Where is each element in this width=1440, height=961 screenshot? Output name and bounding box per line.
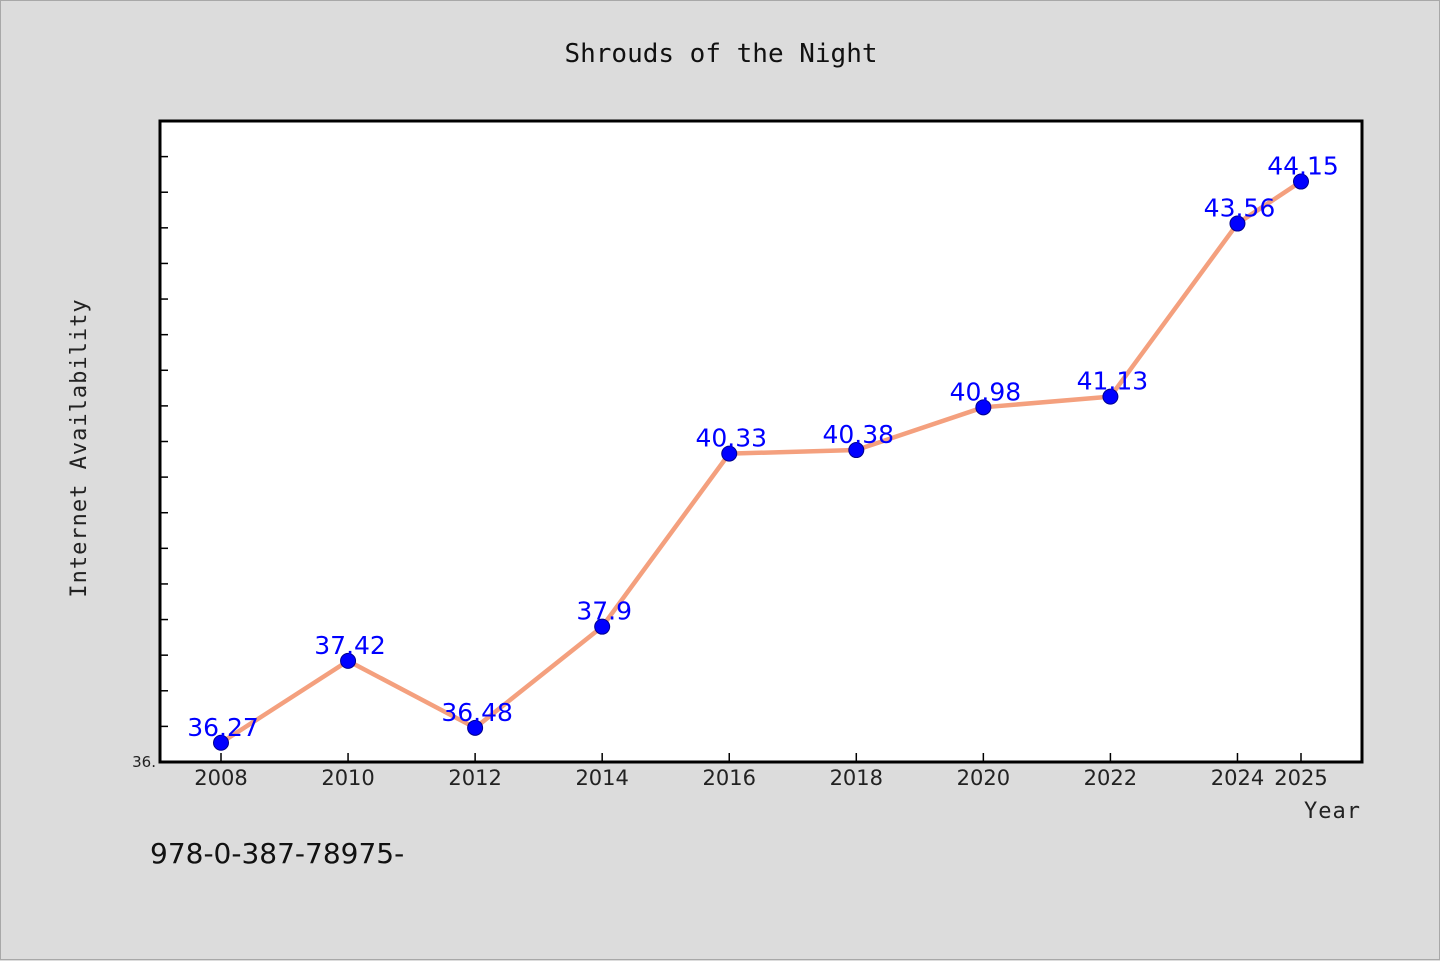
x-axis-ticks: 2008 2010 2012 2014 2016 2018 2020 2022 2024 2025 [194,753,1328,790]
data-label: 36.48 [441,698,513,727]
x-tick-label: 2020 [957,766,1010,790]
data-point [340,652,357,669]
y-axis-ticks [160,155,168,728]
data-point [848,442,865,459]
x-tick-label: 2010 [321,766,374,790]
x-tick-label: 2016 [703,766,756,790]
y-axis-title: Internet Availability [67,298,92,597]
footer-code: 978-0-387-78975- [150,837,404,870]
data-point [721,445,738,462]
x-tick-label: 2025 [1274,766,1327,790]
data-point [467,719,484,736]
chart-title: Shrouds of the Night [564,39,877,69]
plot-area [158,119,1364,764]
data-label: 44.15 [1267,152,1339,181]
data-point [594,618,611,635]
data-point [1293,173,1309,190]
y-tick-label: 36. [132,753,156,771]
data-label: 41.13 [1077,367,1149,396]
x-tick-label: 2022 [1084,766,1137,790]
series-line [218,179,1304,746]
data-point [213,734,229,751]
series-layer: 36.27 37.42 36.48 37.9 40.33 40.38 40.98 41.13 4… [187,152,1339,751]
data-label: 37.42 [314,631,386,660]
data-label: 43.56 [1204,194,1276,223]
x-tick-label: 2012 [448,766,501,790]
data-label: 40.38 [823,420,895,449]
x-tick-label: 2008 [194,766,247,790]
data-label: 40.98 [950,377,1022,406]
x-axis-title: Year [1304,799,1361,824]
x-tick-label: 2018 [830,766,883,790]
data-point [1229,215,1246,232]
data-label: 36.27 [187,713,259,742]
data-point [975,399,992,416]
x-tick-label: 2024 [1211,766,1264,790]
data-label: 37.9 [576,597,632,626]
data-label: 40.33 [695,424,767,453]
x-tick-label: 2014 [575,766,628,790]
data-point [1102,388,1119,405]
